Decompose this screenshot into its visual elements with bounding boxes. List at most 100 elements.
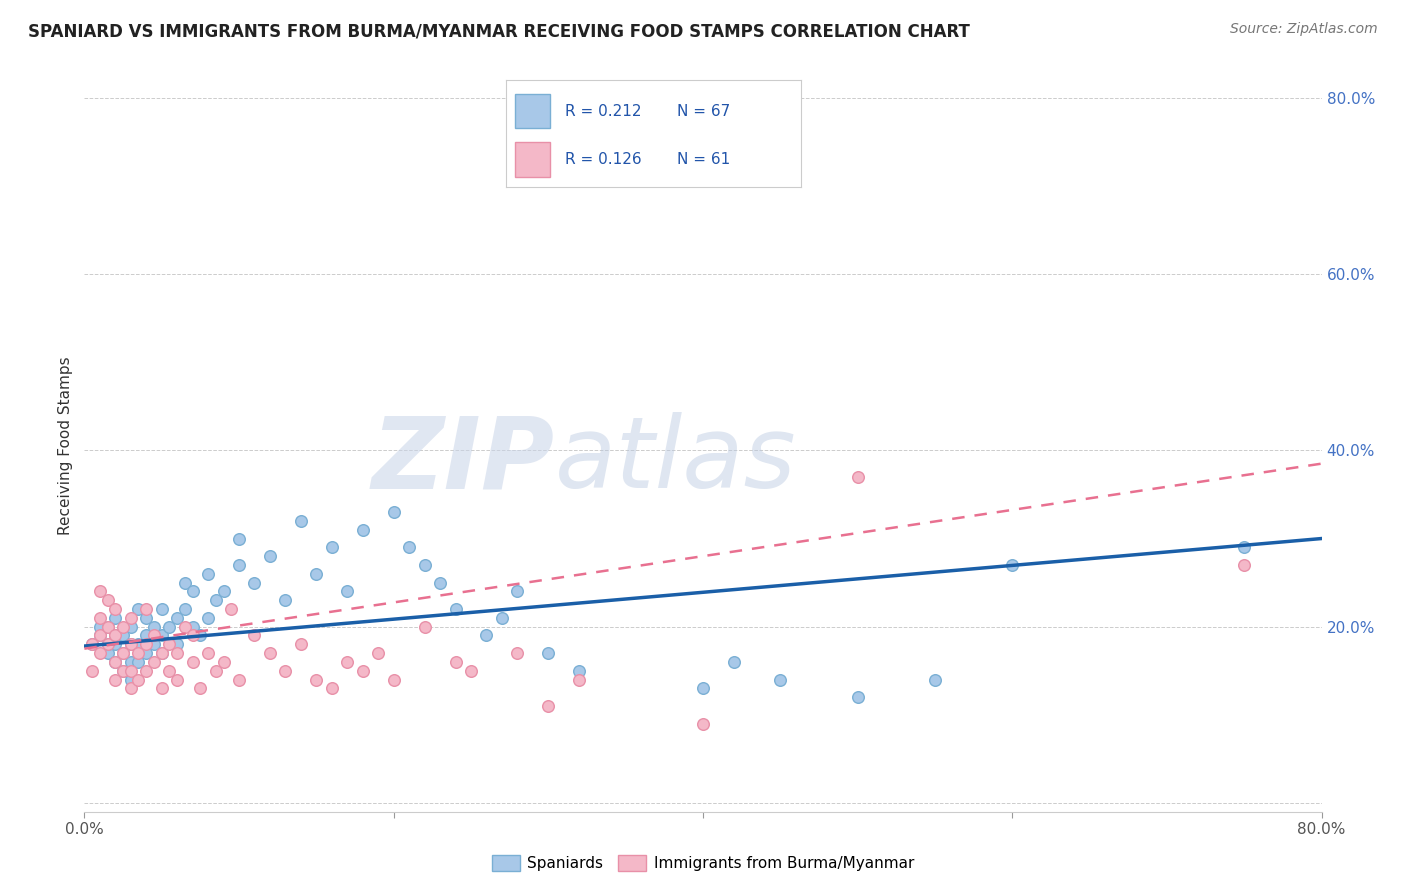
Point [159,620,180,634]
Text: SPANIARD VS IMMIGRANTS FROM BURMA/MYANMAR RECEIVING FOOD STAMPS CORRELATION CHAR: SPANIARD VS IMMIGRANTS FROM BURMA/MYANMA… [28,22,970,40]
Point [150,646,173,660]
Point [382,505,405,519]
Point [506,646,529,660]
Point [159,637,180,651]
Point [166,673,188,687]
Point [228,673,250,687]
Point [104,602,127,616]
Point [135,628,157,642]
Point [197,646,219,660]
Point [1233,558,1256,572]
Point [104,655,127,669]
Point [104,628,127,642]
Point [89,620,111,634]
Point [305,566,328,581]
Point [112,664,135,678]
Point [321,681,343,696]
Point [96,646,118,660]
Text: R = 0.212: R = 0.212 [565,103,641,119]
Point [243,575,266,590]
Point [127,602,149,616]
Point [181,655,204,669]
Point [197,566,219,581]
Point [174,575,197,590]
Point [174,602,197,616]
Point [305,673,328,687]
Point [135,637,157,651]
Point [143,637,166,651]
Point [1233,541,1256,555]
Point [89,646,111,660]
Point [274,593,297,607]
Point [205,664,228,678]
Point [135,602,157,616]
Point [89,628,111,642]
Point [112,646,135,660]
Point [181,620,204,634]
Point [568,673,591,687]
Point [150,681,173,696]
Point [352,523,374,537]
Point [166,637,188,651]
Point [460,664,482,678]
Point [336,655,359,669]
Point [382,673,405,687]
Point [243,628,266,642]
Point [96,637,118,651]
Point [769,673,792,687]
Point [120,637,142,651]
Point [127,673,149,687]
Point [723,655,745,669]
Point [212,584,235,599]
Point [188,628,211,642]
Point [197,611,219,625]
Point [413,558,436,572]
Point [568,664,591,678]
Y-axis label: Receiving Food Stamps: Receiving Food Stamps [58,357,73,535]
FancyBboxPatch shape [515,95,550,128]
Point [475,628,498,642]
Point [120,673,142,687]
Point [143,628,166,642]
Point [96,620,118,634]
Point [120,655,142,669]
Point [506,584,529,599]
Point [120,620,142,634]
Point [96,593,118,607]
Point [112,664,135,678]
Point [924,673,946,687]
Point [188,681,211,696]
Point [166,646,188,660]
Point [321,541,343,555]
Point [143,655,166,669]
Text: R = 0.126: R = 0.126 [565,152,641,167]
Point [96,620,118,634]
Point [127,646,149,660]
Point [89,628,111,642]
Point [112,646,135,660]
Point [398,541,420,555]
Point [120,681,142,696]
Point [846,690,869,705]
Point [104,611,127,625]
Point [135,611,157,625]
Legend: Spaniards, Immigrants from Burma/Myanmar: Spaniards, Immigrants from Burma/Myanmar [486,849,920,877]
Point [274,664,297,678]
Point [104,628,127,642]
Text: N = 67: N = 67 [678,103,731,119]
Point [120,664,142,678]
Point [692,716,714,731]
Text: N = 61: N = 61 [678,152,731,167]
Point [259,646,281,660]
Point [336,584,359,599]
Point [537,698,560,713]
Point [205,593,228,607]
Point [212,655,235,669]
Point [290,514,312,528]
Point [104,655,127,669]
Point [259,549,281,563]
Point [143,620,166,634]
Text: Source: ZipAtlas.com: Source: ZipAtlas.com [1230,22,1378,37]
Text: ZIP: ZIP [371,412,554,509]
Point [82,664,104,678]
